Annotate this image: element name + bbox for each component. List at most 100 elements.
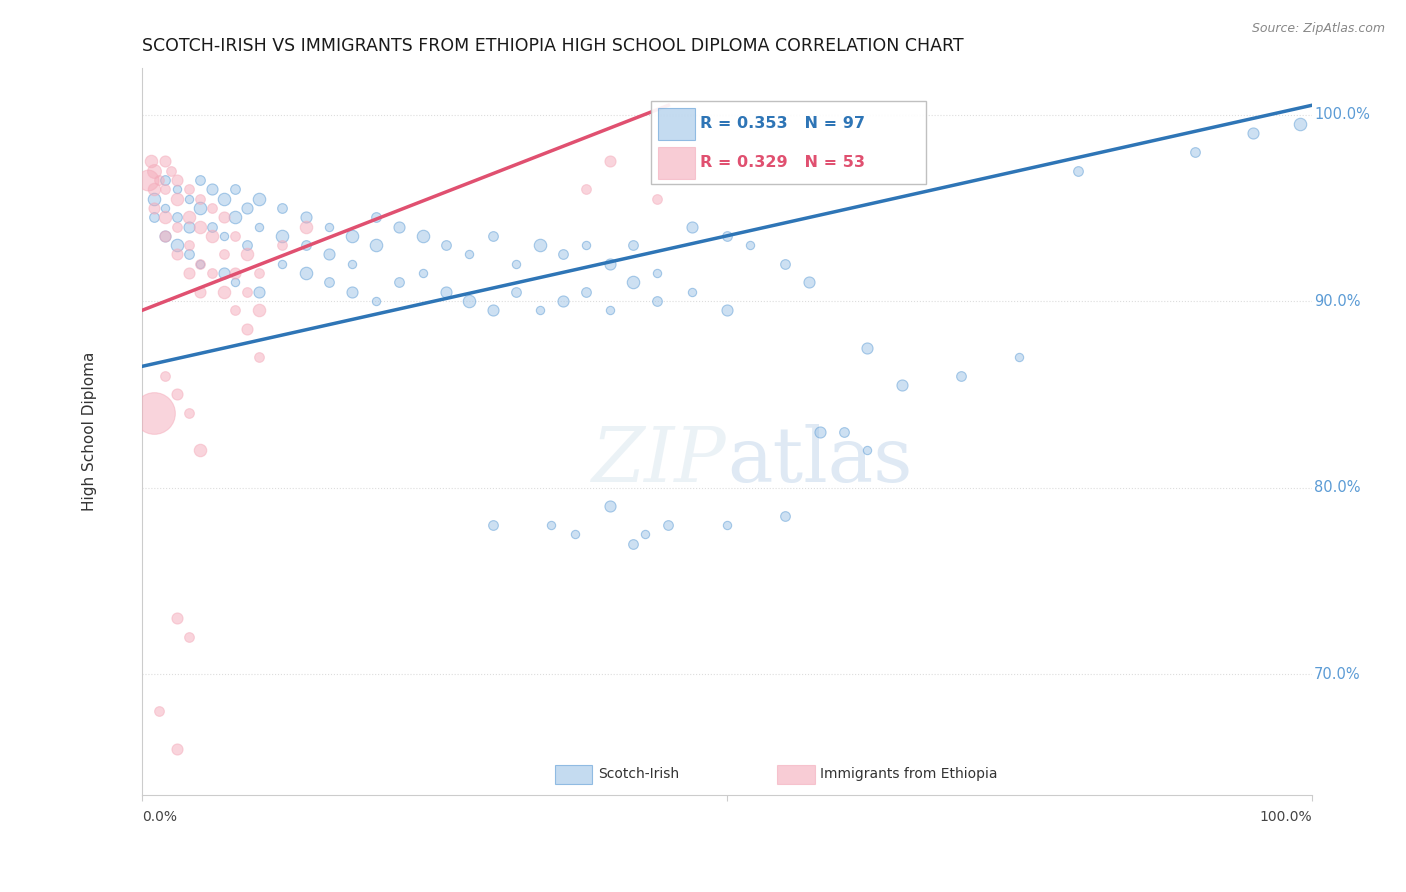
Point <box>294 210 316 224</box>
Point <box>177 219 200 234</box>
Point <box>599 257 621 271</box>
Point <box>177 406 200 420</box>
Point <box>155 173 177 187</box>
Point <box>1184 145 1206 159</box>
Point <box>155 368 177 383</box>
Point <box>166 192 188 206</box>
Text: 100.0%: 100.0% <box>1315 107 1369 122</box>
Point <box>148 705 170 719</box>
Text: ZIP: ZIP <box>592 424 727 498</box>
Point <box>177 238 200 252</box>
Point <box>856 341 879 355</box>
Text: 90.0%: 90.0% <box>1315 293 1361 309</box>
Point <box>142 192 165 206</box>
Point <box>949 368 972 383</box>
Point <box>177 630 200 644</box>
Point <box>342 257 364 271</box>
Point <box>621 536 644 550</box>
Point <box>201 219 224 234</box>
Point <box>294 219 316 234</box>
Point <box>1067 163 1090 178</box>
Point <box>564 527 586 541</box>
Point <box>247 350 270 364</box>
Point <box>212 247 235 261</box>
Point <box>166 219 188 234</box>
Point <box>505 285 527 299</box>
Point <box>166 238 188 252</box>
Point <box>318 276 340 290</box>
Point <box>318 247 340 261</box>
Point <box>177 247 200 261</box>
Text: atlas: atlas <box>727 424 912 498</box>
Point <box>247 303 270 318</box>
Point <box>224 266 246 280</box>
Point <box>224 228 246 243</box>
Point <box>224 182 246 196</box>
Point <box>482 517 505 532</box>
Point <box>294 266 316 280</box>
Point <box>247 192 270 206</box>
Point <box>716 517 738 532</box>
Point <box>294 238 316 252</box>
Point <box>681 285 703 299</box>
Point <box>177 192 200 206</box>
Point <box>155 228 177 243</box>
Point <box>891 378 914 392</box>
Point <box>201 266 224 280</box>
Point <box>142 163 165 178</box>
Point <box>775 257 797 271</box>
Point <box>575 238 598 252</box>
Point <box>224 276 246 290</box>
Point <box>141 154 163 169</box>
Text: Scotch-Irish: Scotch-Irish <box>598 767 679 781</box>
Point <box>166 741 188 756</box>
Point <box>505 257 527 271</box>
Point <box>247 266 270 280</box>
Point <box>177 266 200 280</box>
Text: High School Diploma: High School Diploma <box>82 352 97 511</box>
Point <box>201 201 224 215</box>
Point <box>1289 117 1312 131</box>
Point <box>271 201 294 215</box>
Point <box>412 266 434 280</box>
Point <box>212 192 235 206</box>
Point <box>388 219 411 234</box>
Point <box>856 443 879 458</box>
Point <box>740 238 762 252</box>
FancyBboxPatch shape <box>651 101 925 185</box>
Point <box>599 154 621 169</box>
Point <box>271 257 294 271</box>
Point <box>599 500 621 514</box>
FancyBboxPatch shape <box>555 764 592 784</box>
Point <box>224 303 246 318</box>
Point <box>575 182 598 196</box>
Text: 70.0%: 70.0% <box>1315 666 1361 681</box>
Point <box>599 303 621 318</box>
Point <box>458 247 481 261</box>
Point <box>388 276 411 290</box>
Point <box>188 257 211 271</box>
Text: Source: ZipAtlas.com: Source: ZipAtlas.com <box>1251 22 1385 36</box>
Point <box>551 294 574 309</box>
Point <box>136 173 159 187</box>
Point <box>236 201 259 215</box>
Point <box>575 285 598 299</box>
Point <box>188 443 211 458</box>
Point <box>810 425 832 439</box>
Point <box>201 182 224 196</box>
Text: R = 0.329   N = 53: R = 0.329 N = 53 <box>700 155 865 170</box>
FancyBboxPatch shape <box>778 764 814 784</box>
Point <box>155 210 177 224</box>
Point <box>155 228 177 243</box>
Point <box>775 508 797 523</box>
Point <box>540 517 562 532</box>
Point <box>188 257 211 271</box>
Point <box>621 276 644 290</box>
Point <box>166 611 188 625</box>
Point <box>634 527 657 541</box>
Point <box>155 182 177 196</box>
Point <box>142 210 165 224</box>
Point <box>155 201 177 215</box>
Point <box>236 322 259 336</box>
Point <box>201 228 224 243</box>
